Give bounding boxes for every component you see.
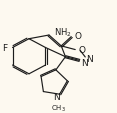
Text: N: N — [81, 58, 88, 67]
Text: N: N — [86, 55, 93, 64]
Text: O: O — [74, 32, 81, 41]
Text: N: N — [53, 92, 60, 101]
Text: CH$_3$: CH$_3$ — [51, 103, 66, 113]
Text: O: O — [78, 46, 85, 55]
Text: F: F — [2, 44, 7, 53]
Text: NH$_2$: NH$_2$ — [54, 27, 72, 39]
